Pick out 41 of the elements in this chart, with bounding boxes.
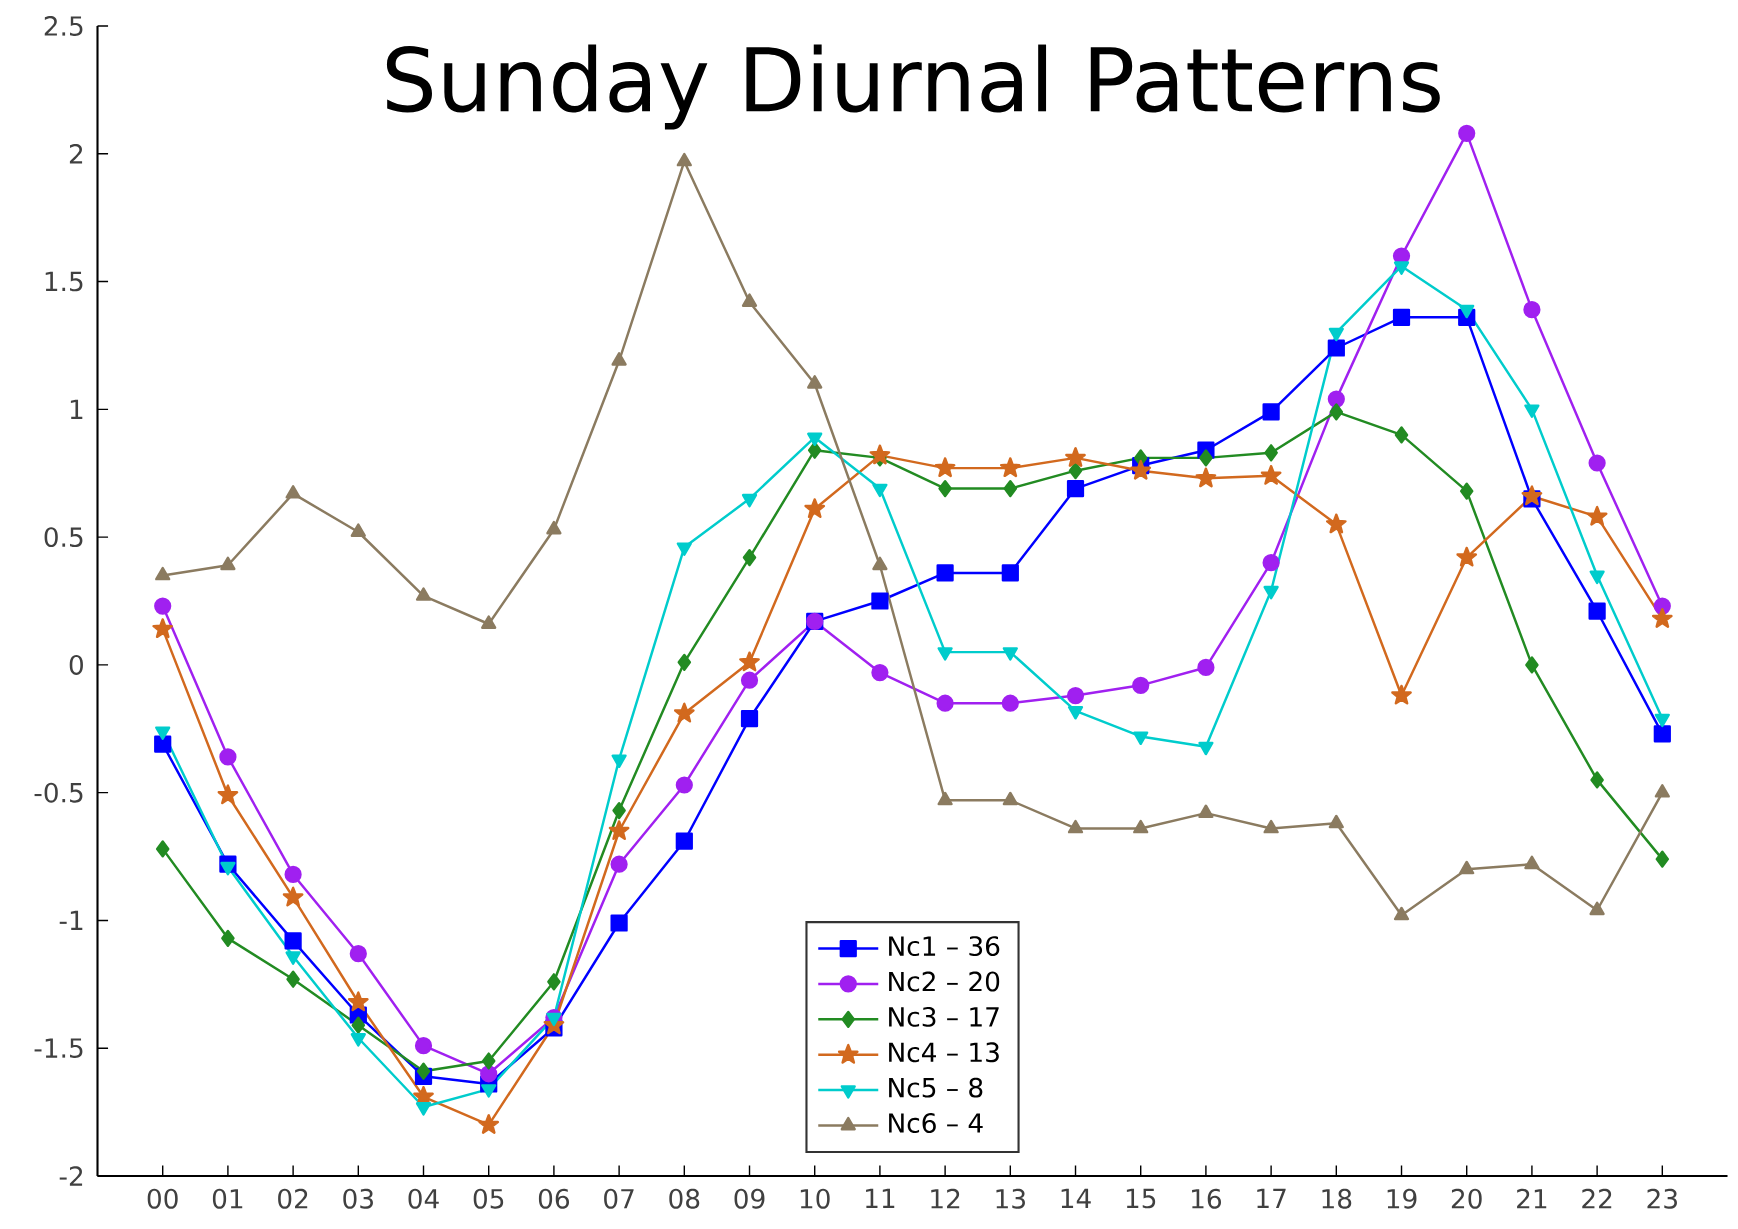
x-tick-label: 19 (1387, 1188, 1417, 1209)
y-tick-label: 0 (69, 654, 83, 675)
legend-label: Nc6 – 4 (889, 1113, 983, 1133)
x-tick-label: 22 (1582, 1188, 1612, 1209)
x-tick-label: 07 (604, 1188, 634, 1209)
x-tick-label: 08 (669, 1188, 700, 1209)
x-tick-label: 15 (1126, 1188, 1156, 1209)
x-tick-label: 20 (1451, 1188, 1482, 1209)
x-tick-label: 21 (1517, 1188, 1547, 1209)
x-tick-label: 17 (1257, 1188, 1286, 1208)
x-tick-label: 09 (734, 1188, 765, 1209)
y-tick-label: 1 (70, 399, 83, 419)
x-tick-label: 06 (538, 1188, 570, 1209)
x-tick-label: 05 (473, 1188, 504, 1209)
legend-label: Nc3 – 17 (889, 1006, 999, 1027)
y-tick-label: -2 (59, 1166, 83, 1186)
x-tick-label: 10 (800, 1188, 830, 1209)
y-tick-label: -1.5 (34, 1038, 83, 1059)
x-tick-label: 11 (866, 1188, 895, 1208)
chart-title: Sunday Diurnal Patterns (386, 44, 1440, 130)
y-tick-label: 2.5 (44, 16, 83, 36)
x-tick-label: 00 (147, 1188, 178, 1209)
y-tick-label: 1.5 (45, 271, 83, 292)
legend-label: Nc1 – 36 (889, 936, 1000, 957)
y-tick-label: -1 (59, 910, 83, 931)
x-tick-label: 13 (996, 1188, 1025, 1209)
x-tick-label: 23 (1647, 1188, 1677, 1209)
y-tick-label: 0.5 (44, 527, 83, 548)
x-tick-label: 03 (343, 1188, 373, 1209)
legend-label: Nc4 – 13 (889, 1042, 999, 1063)
x-tick-label: 01 (212, 1188, 243, 1209)
x-tick-label: 14 (1061, 1188, 1091, 1208)
y-tick-label: 2 (69, 144, 83, 164)
x-tick-label: 02 (278, 1188, 308, 1209)
x-tick-label: 04 (408, 1188, 439, 1209)
legend-label: Nc5 – 8 (889, 1077, 983, 1098)
x-tick-label: 12 (931, 1188, 960, 1209)
y-tick-label: -0.5 (34, 782, 83, 803)
x-tick-label: 18 (1322, 1188, 1352, 1209)
x-tick-label: 16 (1192, 1188, 1222, 1209)
legend-label: Nc2 – 20 (889, 971, 1000, 992)
